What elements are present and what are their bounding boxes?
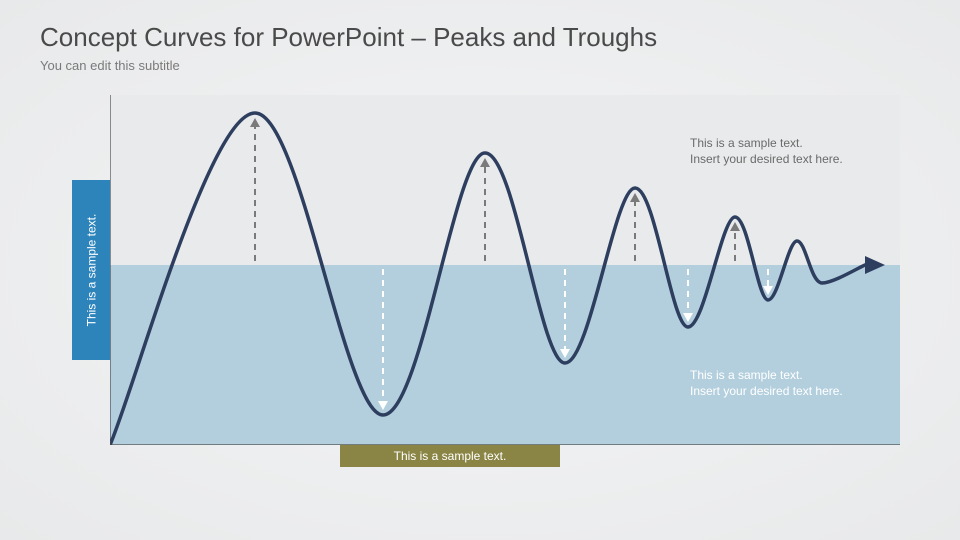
- bottom-label-text: This is a sample text.: [394, 449, 507, 463]
- annotation-upper: This is a sample text. Insert your desir…: [690, 135, 843, 167]
- annotation-lower-line2: Insert your desired text here.: [690, 383, 843, 399]
- bottom-label: This is a sample text.: [340, 445, 560, 467]
- annotation-lower: This is a sample text. Insert your desir…: [690, 367, 843, 399]
- annotation-upper-line1: This is a sample text.: [690, 135, 843, 151]
- page-title: Concept Curves for PowerPoint – Peaks an…: [40, 22, 657, 53]
- side-label-text: This is a sample text.: [84, 214, 98, 327]
- side-label: This is a sample text.: [72, 180, 110, 360]
- annotation-lower-line1: This is a sample text.: [690, 367, 843, 383]
- page-subtitle: You can edit this subtitle: [40, 58, 180, 73]
- annotation-upper-line2: Insert your desired text here.: [690, 151, 843, 167]
